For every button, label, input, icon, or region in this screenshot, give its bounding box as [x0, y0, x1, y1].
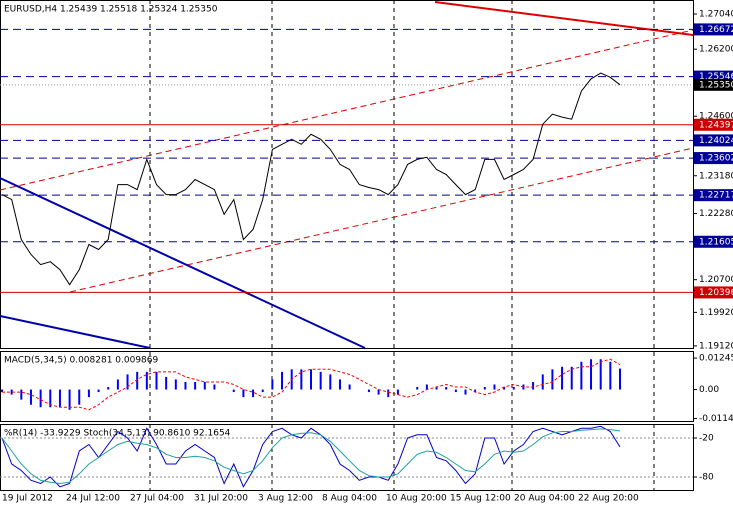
x-tick-label: 27 Jul 04:00 [130, 494, 184, 504]
level-label: 1.21605 [699, 237, 733, 247]
series-line [1, 428, 621, 485]
macd-frame [0, 351, 694, 422]
last-price-box [694, 78, 733, 91]
trend-line [0, 177, 366, 349]
x-tick-label: 22 Aug 20:00 [578, 494, 639, 504]
level-label-box [694, 134, 733, 147]
level-label: 1.20396 [699, 288, 733, 298]
panel-title: %R(14) -33.9229 Stoch(34,5,13) 90.8610 9… [4, 429, 231, 439]
x-tick-label: 8 Aug 04:00 [322, 494, 377, 504]
last-price-label: 1.25350 [699, 80, 733, 90]
panel-frames [0, 0, 694, 491]
trend-line [0, 315, 151, 349]
level-label: 1.25546 [699, 72, 733, 82]
y-tick-label: 1.23180 [699, 171, 733, 181]
level-label: 1.24024 [699, 136, 733, 146]
level-label-box [694, 152, 733, 165]
y-tick-label: -20 [699, 434, 714, 444]
x-tick-label: 15 Aug 12:00 [450, 494, 511, 504]
y-tick-label: -0.01149 [699, 414, 733, 424]
channel-lower [69, 147, 694, 293]
y-tick-label: 1.27040 [699, 9, 733, 19]
wpr-frame [0, 424, 694, 491]
level-label-box [694, 118, 733, 131]
y-tick-label: 1.26200 [699, 45, 733, 55]
x-tick-label: 20 Aug 04:00 [514, 494, 575, 504]
series-line [1, 425, 621, 488]
y-tick-label: 0.00 [699, 385, 719, 395]
x-tick-label: 19 Jul 2012 [2, 494, 53, 504]
x-tick-label: 10 Aug 20:00 [386, 494, 447, 504]
panel-title: MACD(5,34,5) 0.008281 0.009869 [4, 356, 159, 366]
y-tick-label: 1.22280 [699, 209, 733, 219]
y-tick-label: 1.19920 [699, 308, 733, 318]
main-frame [0, 0, 694, 349]
level-label-box [694, 286, 733, 299]
time-grid [149, 0, 655, 490]
level-label: 1.23602 [699, 154, 733, 164]
x-tick-label: 24 Jul 12:00 [66, 494, 120, 504]
level-label-box [694, 23, 733, 36]
y-tick-label: 1.19120 [699, 341, 733, 351]
channel-upper [0, 29, 694, 191]
x-tick-label: 31 Jul 20:00 [194, 494, 248, 504]
level-label-box [694, 235, 733, 248]
series-line [2, 358, 621, 411]
x-tick-label: 3 Aug 12:00 [258, 494, 313, 504]
level-label: 1.24397 [699, 120, 733, 130]
panel-title: EURUSD,H4 1.25439 1.25518 1.25324 1.2535… [4, 5, 218, 15]
level-label-box [694, 189, 733, 202]
series-line [1, 72, 621, 286]
y-tick-label: -80 [699, 473, 714, 483]
level-label: 1.22717 [699, 191, 733, 201]
y-tick-label: 1.24600 [699, 112, 733, 122]
y-tick-label: 0.012451 [699, 354, 733, 364]
y-tick-label: 1.20700 [699, 275, 733, 285]
level-label: 1.26672 [699, 25, 733, 35]
